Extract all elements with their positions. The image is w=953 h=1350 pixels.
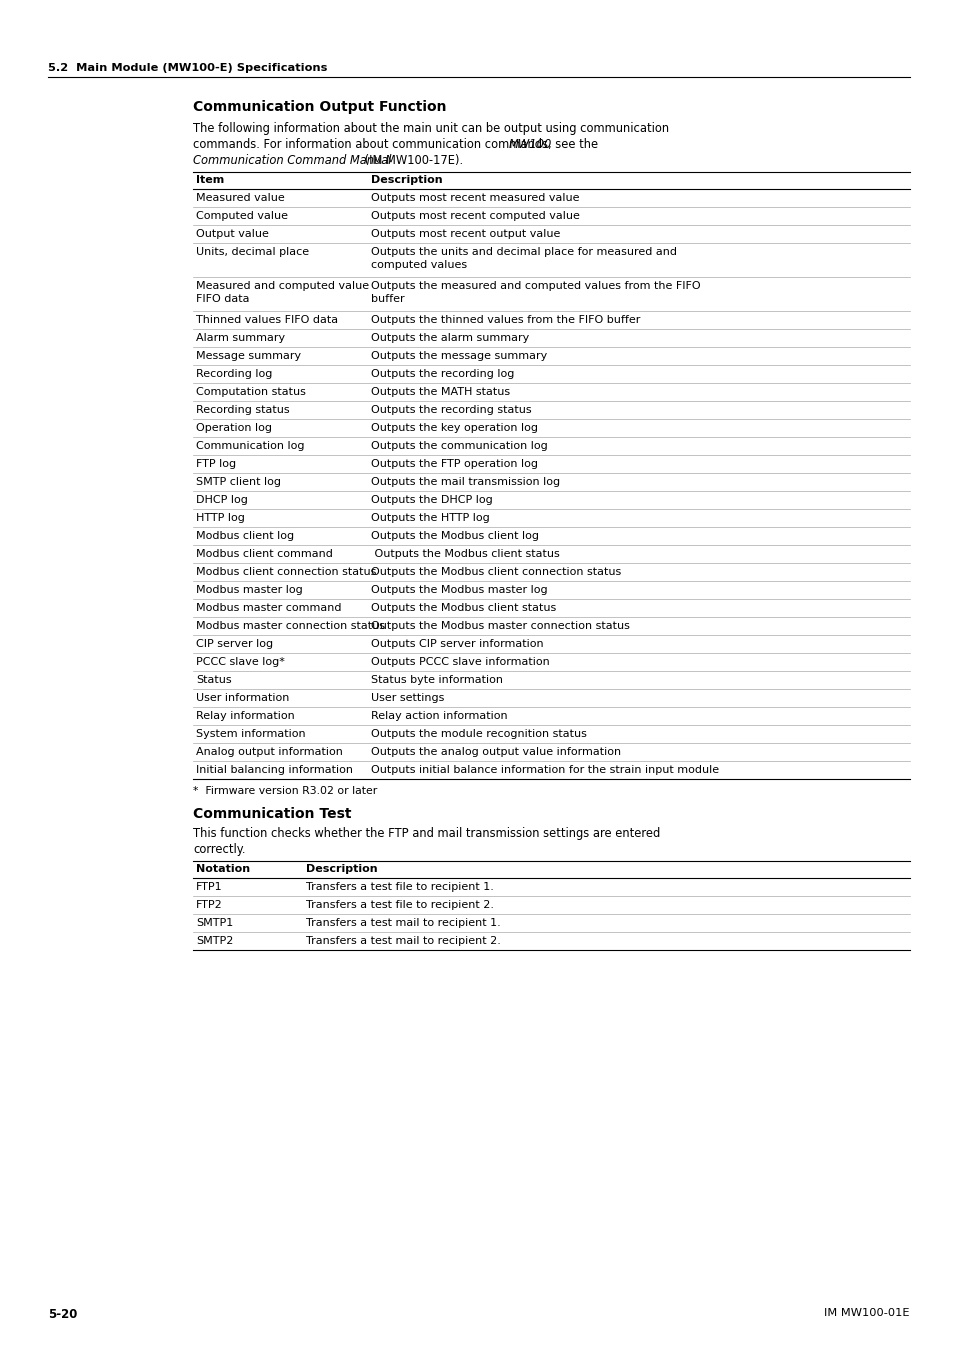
- Text: Notation: Notation: [195, 864, 250, 873]
- Text: Transfers a test file to recipient 1.: Transfers a test file to recipient 1.: [306, 882, 494, 892]
- Text: FTP2: FTP2: [195, 900, 222, 910]
- Text: PCCC slave log*: PCCC slave log*: [195, 657, 285, 667]
- Text: Status: Status: [195, 675, 232, 684]
- Text: Outputs the key operation log: Outputs the key operation log: [371, 423, 537, 433]
- Text: Outputs the Modbus master log: Outputs the Modbus master log: [371, 585, 547, 595]
- Text: Output value: Output value: [195, 230, 269, 239]
- Text: Relay action information: Relay action information: [371, 711, 507, 721]
- Text: Status byte information: Status byte information: [371, 675, 502, 684]
- Text: Communication log: Communication log: [195, 441, 304, 451]
- Text: Analog output information: Analog output information: [195, 747, 342, 757]
- Text: Outputs the HTTP log: Outputs the HTTP log: [371, 513, 489, 522]
- Text: Outputs the recording log: Outputs the recording log: [371, 369, 514, 379]
- Text: Outputs the Modbus client status: Outputs the Modbus client status: [371, 603, 556, 613]
- Text: Description: Description: [371, 176, 442, 185]
- Text: Outputs the alarm summary: Outputs the alarm summary: [371, 333, 529, 343]
- Text: Outputs the FTP operation log: Outputs the FTP operation log: [371, 459, 537, 468]
- Text: Outputs the measured and computed values from the FIFO
buffer: Outputs the measured and computed values…: [371, 281, 700, 304]
- Text: Operation log: Operation log: [195, 423, 272, 433]
- Text: The following information about the main unit can be output using communication: The following information about the main…: [193, 122, 668, 135]
- Text: (IM MW100-17E).: (IM MW100-17E).: [360, 154, 462, 167]
- Text: Transfers a test mail to recipient 2.: Transfers a test mail to recipient 2.: [306, 936, 500, 946]
- Text: Outputs the communication log: Outputs the communication log: [371, 441, 547, 451]
- Text: Recording log: Recording log: [195, 369, 273, 379]
- Text: Item: Item: [195, 176, 224, 185]
- Text: Recording status: Recording status: [195, 405, 290, 414]
- Text: FTP1: FTP1: [195, 882, 222, 892]
- Text: Modbus master command: Modbus master command: [195, 603, 341, 613]
- Text: Modbus client log: Modbus client log: [195, 531, 294, 541]
- Text: Message summary: Message summary: [195, 351, 301, 360]
- Text: Outputs initial balance information for the strain input module: Outputs initial balance information for …: [371, 765, 719, 775]
- Text: Outputs the MATH status: Outputs the MATH status: [371, 387, 510, 397]
- Text: correctly.: correctly.: [193, 842, 245, 856]
- Text: Description: Description: [306, 864, 377, 873]
- Text: DHCP log: DHCP log: [195, 495, 248, 505]
- Text: Modbus client command: Modbus client command: [195, 549, 333, 559]
- Text: Computed value: Computed value: [195, 211, 288, 221]
- Text: Modbus master log: Modbus master log: [195, 585, 302, 595]
- Text: SMTP2: SMTP2: [195, 936, 233, 946]
- Text: User information: User information: [195, 693, 289, 703]
- Text: Relay information: Relay information: [195, 711, 294, 721]
- Text: Measured and computed value
FIFO data: Measured and computed value FIFO data: [195, 281, 369, 304]
- Text: User settings: User settings: [371, 693, 444, 703]
- Text: Outputs the analog output value information: Outputs the analog output value informat…: [371, 747, 620, 757]
- Text: SMTP client log: SMTP client log: [195, 477, 281, 487]
- Text: 5-20: 5-20: [48, 1308, 77, 1322]
- Text: Outputs the mail transmission log: Outputs the mail transmission log: [371, 477, 559, 487]
- Text: Communication Command Manual: Communication Command Manual: [193, 154, 391, 167]
- Text: Outputs most recent computed value: Outputs most recent computed value: [371, 211, 579, 221]
- Text: Modbus client connection status: Modbus client connection status: [195, 567, 376, 576]
- Text: Initial balancing information: Initial balancing information: [195, 765, 353, 775]
- Text: Outputs the Modbus master connection status: Outputs the Modbus master connection sta…: [371, 621, 629, 630]
- Text: HTTP log: HTTP log: [195, 513, 245, 522]
- Text: System information: System information: [195, 729, 305, 738]
- Text: SMTP1: SMTP1: [195, 918, 233, 927]
- Text: Transfers a test mail to recipient 1.: Transfers a test mail to recipient 1.: [306, 918, 500, 927]
- Text: Outputs the recording status: Outputs the recording status: [371, 405, 531, 414]
- Text: MW100: MW100: [509, 138, 552, 151]
- Text: Outputs the module recognition status: Outputs the module recognition status: [371, 729, 586, 738]
- Text: Units, decimal place: Units, decimal place: [195, 247, 309, 256]
- Text: Modbus master connection status: Modbus master connection status: [195, 621, 385, 630]
- Text: *  Firmware version R3.02 or later: * Firmware version R3.02 or later: [193, 786, 376, 796]
- Text: Outputs the Modbus client connection status: Outputs the Modbus client connection sta…: [371, 567, 620, 576]
- Text: FTP log: FTP log: [195, 459, 236, 468]
- Text: Outputs most recent measured value: Outputs most recent measured value: [371, 193, 578, 202]
- Text: 5.2  Main Module (MW100-E) Specifications: 5.2 Main Module (MW100-E) Specifications: [48, 63, 327, 73]
- Text: Outputs PCCC slave information: Outputs PCCC slave information: [371, 657, 549, 667]
- Text: Communication Output Function: Communication Output Function: [193, 100, 446, 113]
- Text: Outputs the Modbus client status: Outputs the Modbus client status: [371, 549, 559, 559]
- Text: CIP server log: CIP server log: [195, 639, 273, 649]
- Text: Computation status: Computation status: [195, 387, 306, 397]
- Text: Outputs the Modbus client log: Outputs the Modbus client log: [371, 531, 538, 541]
- Text: Outputs CIP server information: Outputs CIP server information: [371, 639, 543, 649]
- Text: commands. For information about communication commands, see the: commands. For information about communic…: [193, 138, 601, 151]
- Text: Outputs the DHCP log: Outputs the DHCP log: [371, 495, 493, 505]
- Text: Outputs most recent output value: Outputs most recent output value: [371, 230, 559, 239]
- Text: Outputs the thinned values from the FIFO buffer: Outputs the thinned values from the FIFO…: [371, 315, 639, 325]
- Text: Thinned values FIFO data: Thinned values FIFO data: [195, 315, 337, 325]
- Text: Communication Test: Communication Test: [193, 807, 351, 821]
- Text: Alarm summary: Alarm summary: [195, 333, 285, 343]
- Text: Outputs the message summary: Outputs the message summary: [371, 351, 547, 360]
- Text: This function checks whether the FTP and mail transmission settings are entered: This function checks whether the FTP and…: [193, 828, 659, 840]
- Text: Outputs the units and decimal place for measured and
computed values: Outputs the units and decimal place for …: [371, 247, 677, 270]
- Text: Transfers a test file to recipient 2.: Transfers a test file to recipient 2.: [306, 900, 494, 910]
- Text: Measured value: Measured value: [195, 193, 284, 202]
- Text: IM MW100-01E: IM MW100-01E: [823, 1308, 909, 1318]
